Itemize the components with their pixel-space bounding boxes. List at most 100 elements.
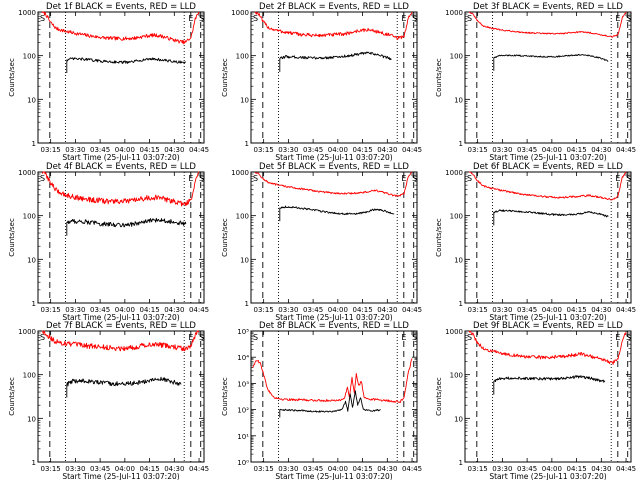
x-tick-label: 04:30: [164, 146, 184, 154]
marker-label-e: E: [615, 14, 620, 23]
series-lld-red: [252, 358, 413, 404]
marker-label-e: E: [188, 14, 193, 23]
x-axis-label: Start Time (25-Jul-11 03:07:20): [275, 313, 392, 322]
marker-label-s: S: [253, 333, 258, 342]
x-tick-label: 03:45: [517, 465, 537, 473]
marker-label-s: S: [467, 333, 472, 342]
marker-label-e: E: [401, 14, 406, 23]
chart-title: Det 2f BLACK = Events, RED = LLD: [259, 2, 409, 12]
x-tick-label: 04:30: [164, 306, 184, 314]
y-tick-label: 10: [27, 96, 36, 104]
x-tick-label: 04:15: [352, 465, 372, 473]
y-tick-label: 1: [459, 140, 463, 148]
chart-panel-det-3f: Det 3f BLACK = Events, RED = LLD 1 10 100 10…: [435, 2, 636, 162]
x-axis-label: Start Time (25-Jul-11 03:07:20): [275, 153, 392, 162]
x-tick-label: 03:30: [492, 306, 512, 314]
marker-label-s: S: [412, 174, 417, 183]
marker-label-s: S: [412, 333, 417, 342]
x-tick-label: 04:15: [139, 465, 159, 473]
x-tick-label: 03:15: [41, 146, 61, 154]
chart-title: Det 9f BLACK = Events, RED = LLD: [473, 321, 623, 331]
chart-panel-det-2f: Det 2f BLACK = Events, RED = LLD 1 10 100 10…: [221, 2, 422, 162]
series-events-black: [279, 205, 395, 222]
chart-title: Det 8f BLACK = Events, RED = LLD: [259, 321, 409, 331]
x-tick-label: 04:00: [328, 146, 348, 154]
chart-title: Det 6f BLACK = Events, RED = LLD: [473, 162, 623, 172]
y-tick-label: 100: [23, 213, 36, 221]
x-axis-label: Start Time (25-Jul-11 03:07:20): [489, 313, 606, 322]
x-tick-label: 03:15: [254, 306, 274, 314]
y-tick-label: 1000: [18, 328, 36, 336]
x-tick-label: 04:45: [616, 146, 636, 154]
x-tick-label: 04:15: [566, 146, 586, 154]
y-tick-label: 1: [245, 140, 249, 148]
series-lld-red: [41, 330, 200, 352]
y-tick-label: 10⁰: [237, 459, 249, 467]
x-tick-label: 03:15: [254, 146, 274, 154]
y-tick-label: 1000: [445, 9, 463, 17]
marker-label-s: S: [253, 174, 258, 183]
y-tick-label: 10¹: [237, 433, 249, 441]
x-tick-label: 03:45: [90, 146, 110, 154]
x-tick-label: 04:30: [377, 306, 397, 314]
y-axis-label: Counts/sec: [221, 58, 229, 97]
x-tick-label: 03:15: [468, 146, 488, 154]
plot-frame: [250, 11, 418, 144]
series-events-black: [493, 53, 609, 71]
y-tick-label: 1000: [445, 169, 463, 177]
chart-panel-det-1f: Det 1f BLACK = Events, RED = LLD 1 10 100 10…: [8, 2, 209, 162]
y-axis-label: Counts/sec: [435, 218, 443, 257]
marker-label-s: S: [467, 174, 472, 183]
y-tick-label: 10²: [237, 407, 249, 415]
y-axis-label: Counts/sec: [221, 377, 229, 416]
x-axis-label: Start Time (25-Jul-11 03:07:20): [489, 153, 606, 162]
marker-label-s: S: [626, 14, 631, 23]
y-tick-label: 10: [27, 256, 36, 264]
marker-label-s: S: [253, 14, 258, 23]
y-tick-label: 1000: [445, 328, 463, 336]
marker-label-e: E: [401, 333, 406, 342]
y-axis-label: Counts/sec: [435, 377, 443, 416]
chart-panel-det-5f: Det 5f BLACK = Events, RED = LLD 1 10 100 10…: [221, 162, 422, 322]
plot-frame: [464, 171, 632, 304]
x-tick-label: 04:30: [591, 306, 611, 314]
marker-label-s: S: [626, 333, 631, 342]
y-tick-label: 100: [450, 213, 463, 221]
series-events-black: [66, 57, 187, 73]
x-tick-label: 04:15: [139, 306, 159, 314]
marker-label-e: E: [188, 333, 193, 342]
x-tick-label: 03:30: [278, 306, 298, 314]
x-tick-label: 03:45: [90, 306, 110, 314]
x-tick-label: 04:45: [189, 465, 209, 473]
x-tick-label: 03:30: [278, 146, 298, 154]
marker-label-e: E: [615, 333, 620, 342]
y-tick-label: 1000: [231, 169, 249, 177]
y-tick-label: 100: [236, 213, 249, 221]
x-tick-label: 04:15: [139, 146, 159, 154]
x-tick-label: 04:00: [115, 465, 135, 473]
x-axis-label: Start Time (25-Jul-11 03:07:20): [62, 472, 179, 480]
y-axis-label: Counts/sec: [8, 218, 16, 257]
x-tick-label: 04:15: [352, 146, 372, 154]
series-lld-red: [41, 11, 200, 45]
y-axis-label: Counts/sec: [8, 377, 16, 416]
series-lld-red: [468, 11, 627, 38]
x-tick-label: 04:00: [328, 465, 348, 473]
x-axis-label: Start Time (25-Jul-11 03:07:20): [489, 472, 606, 480]
x-tick-label: 03:15: [468, 465, 488, 473]
y-tick-label: 1: [32, 140, 36, 148]
chart-title: Det 7f BLACK = Events, RED = LLD: [46, 321, 196, 331]
y-tick-label: 100: [450, 372, 463, 380]
x-tick-label: 03:15: [468, 306, 488, 314]
marker-label-s: S: [467, 14, 472, 23]
y-tick-label: 10: [27, 415, 36, 423]
x-tick-label: 04:30: [164, 465, 184, 473]
plot-frame: [250, 171, 418, 304]
series-events-black: [279, 390, 381, 418]
x-axis-label: Start Time (25-Jul-11 03:07:20): [275, 472, 392, 480]
y-tick-label: 10: [240, 96, 249, 104]
y-tick-label: 1: [459, 459, 463, 467]
x-tick-label: 04:00: [115, 306, 135, 314]
x-tick-label: 04:45: [189, 146, 209, 154]
